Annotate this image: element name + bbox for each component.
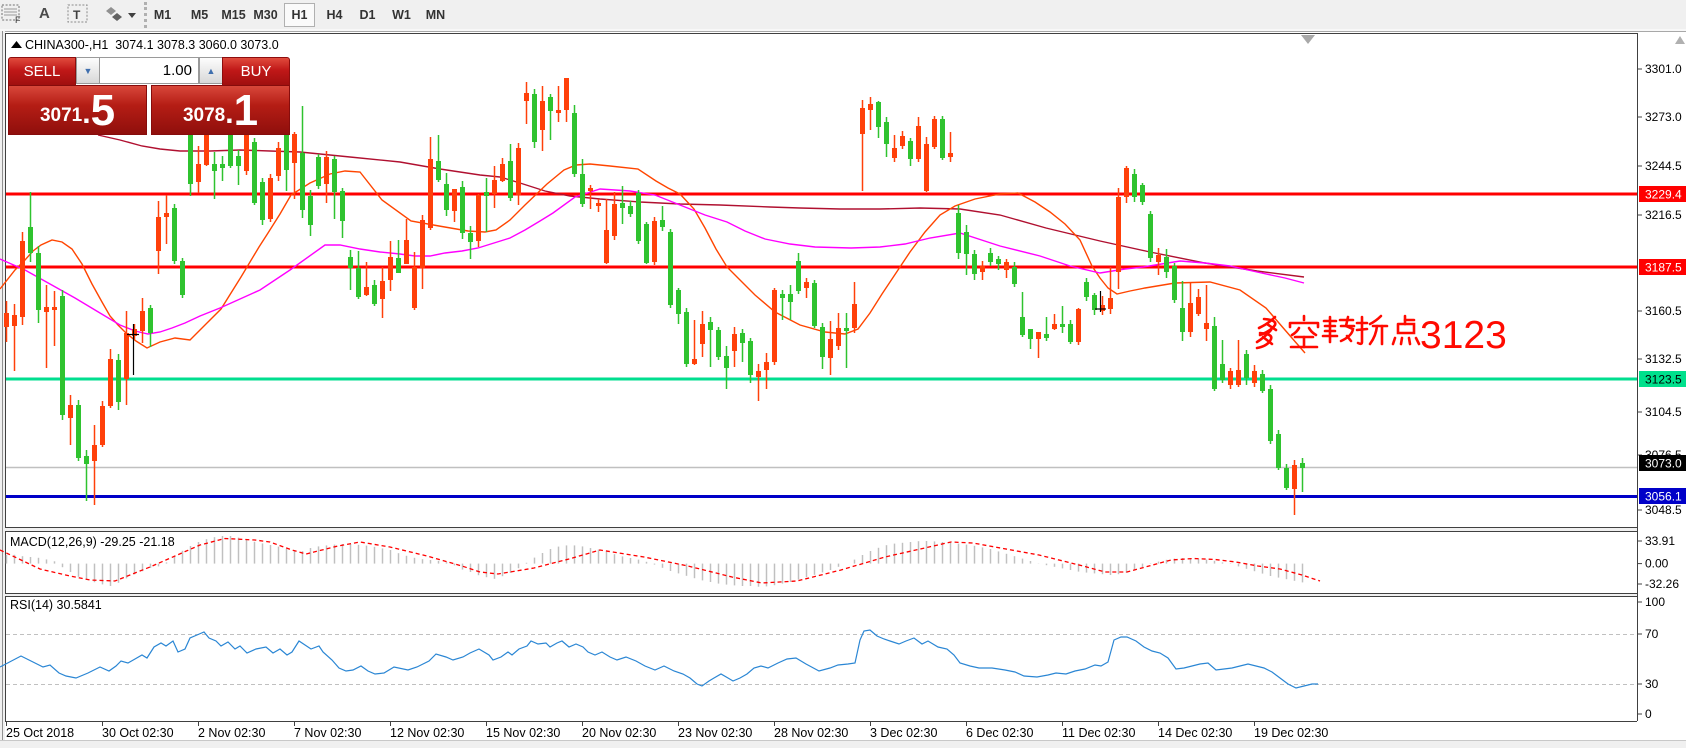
svg-text:25 Oct 2018: 25 Oct 2018 [6,726,74,740]
svg-text:F: F [15,15,21,24]
svg-text:30: 30 [1645,677,1659,691]
svg-text:RSI(14) 30.5841: RSI(14) 30.5841 [10,598,102,612]
svg-text:6 Dec 02:30: 6 Dec 02:30 [966,726,1033,740]
svg-text:3132.5: 3132.5 [1645,352,1682,366]
svg-text:3 Dec 02:30: 3 Dec 02:30 [870,726,937,740]
svg-text:3301.0: 3301.0 [1645,62,1682,76]
svg-text:3123: 3123 [1420,314,1507,357]
svg-text:2 Nov 02:30: 2 Nov 02:30 [198,726,265,740]
svg-text:30 Oct 02:30: 30 Oct 02:30 [102,726,174,740]
svg-text:3123.5: 3123.5 [1645,373,1682,387]
svg-text:28 Nov 02:30: 28 Nov 02:30 [774,726,848,740]
svg-text:7 Nov 02:30: 7 Nov 02:30 [294,726,361,740]
svg-text:19 Dec 02:30: 19 Dec 02:30 [1254,726,1328,740]
svg-text:3187.5: 3187.5 [1645,261,1682,275]
svg-text:3216.5: 3216.5 [1645,208,1682,222]
svg-text:70: 70 [1645,627,1659,641]
svg-text:3244.5: 3244.5 [1645,159,1682,173]
svg-text:14 Dec 02:30: 14 Dec 02:30 [1158,726,1232,740]
svg-text:3160.5: 3160.5 [1645,304,1682,318]
svg-text:3229.4: 3229.4 [1645,188,1682,202]
svg-text:33.91: 33.91 [1645,534,1675,548]
svg-text:MACD(12,26,9) -29.25 -21.18: MACD(12,26,9) -29.25 -21.18 [10,535,175,549]
svg-text:3056.1: 3056.1 [1645,490,1682,504]
svg-text:-32.26: -32.26 [1645,577,1679,591]
svg-text:0.00: 0.00 [1645,557,1669,571]
svg-text:3273.0: 3273.0 [1645,110,1682,124]
svg-text:0: 0 [1645,707,1652,721]
svg-text:3104.5: 3104.5 [1645,405,1682,419]
svg-text:23 Nov 02:30: 23 Nov 02:30 [678,726,752,740]
svg-text:12 Nov 02:30: 12 Nov 02:30 [390,726,464,740]
svg-text:CHINA300-,H1 3074.1 3078.3 30: CHINA300-,H1 3074.1 3078.3 3060.0 3073.0 [25,38,279,52]
svg-text:T: T [73,8,81,22]
svg-text:11 Dec 02:30: 11 Dec 02:30 [1062,726,1135,740]
svg-text:15 Nov 02:30: 15 Nov 02:30 [486,726,560,740]
svg-text:20 Nov 02:30: 20 Nov 02:30 [582,726,656,740]
svg-text:3073.0: 3073.0 [1645,457,1682,471]
svg-text:3048.5: 3048.5 [1645,503,1682,517]
svg-text:100: 100 [1645,595,1665,609]
